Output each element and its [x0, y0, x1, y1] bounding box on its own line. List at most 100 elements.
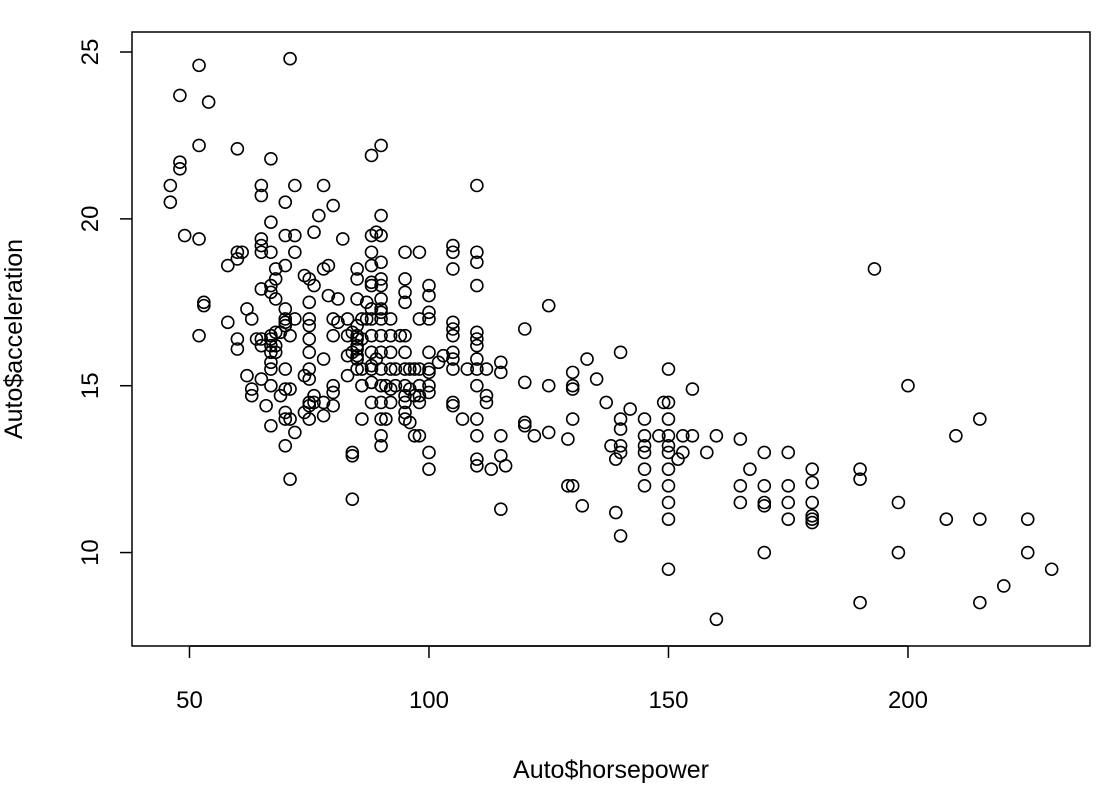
- data-point: [637, 445, 652, 460]
- data-point: [517, 415, 532, 430]
- y-axis: 10 15 20 25: [77, 39, 132, 566]
- data-point: [604, 438, 618, 453]
- data-point: [422, 365, 436, 380]
- data-point: [398, 272, 412, 286]
- data-point: [374, 208, 388, 223]
- data-point: [283, 51, 297, 66]
- data-point: [589, 372, 604, 386]
- data-point: [278, 195, 293, 209]
- data-point: [422, 378, 436, 393]
- x-tick-label: 150: [648, 687, 688, 714]
- data-point: [517, 375, 532, 390]
- data-point: [278, 258, 293, 273]
- data-point: [350, 348, 364, 363]
- data-point: [757, 445, 772, 460]
- data-point: [283, 382, 297, 396]
- data-point: [173, 88, 187, 103]
- data-point: [541, 425, 556, 440]
- data-point: [316, 352, 331, 366]
- data-point: [446, 395, 460, 410]
- data-point: [805, 512, 819, 526]
- data-point: [345, 492, 360, 506]
- data-point: [288, 312, 302, 326]
- data-point: [853, 462, 867, 476]
- data-point: [455, 412, 470, 426]
- data-point: [244, 382, 259, 396]
- data-point: [254, 245, 269, 260]
- data-point: [364, 328, 379, 343]
- data-point: [192, 58, 206, 73]
- data-point: [973, 512, 987, 526]
- y-tick-label: 10: [77, 539, 104, 566]
- data-point: [661, 445, 676, 460]
- data-point: [221, 315, 235, 330]
- data-point: [230, 141, 245, 156]
- data-point: [201, 95, 216, 109]
- data-point: [268, 272, 283, 286]
- data-point: [364, 275, 379, 290]
- data-point: [240, 368, 254, 383]
- data-point: [173, 155, 187, 169]
- data-point: [613, 422, 628, 436]
- data-point: [781, 512, 796, 526]
- data-point: [364, 302, 379, 316]
- data-point: [805, 515, 819, 530]
- data-point: [230, 245, 245, 260]
- data-point: [613, 412, 628, 426]
- data-point: [192, 232, 206, 246]
- data-point: [364, 375, 379, 390]
- data-point: [350, 362, 364, 376]
- data-point: [446, 398, 460, 413]
- data-point: [264, 152, 278, 166]
- data-point: [288, 228, 302, 243]
- data-point: [757, 479, 772, 493]
- data-point: [340, 312, 355, 326]
- data-point: [307, 225, 321, 240]
- data-point: [661, 462, 676, 476]
- data-point: [302, 332, 317, 346]
- data-point: [345, 448, 360, 463]
- data-point: [613, 529, 628, 543]
- data-point: [374, 378, 388, 393]
- data-point: [623, 402, 637, 416]
- data-point: [254, 282, 269, 296]
- data-point: [398, 362, 412, 376]
- data-point: [733, 479, 748, 493]
- data-point: [422, 305, 436, 320]
- data-point: [446, 262, 460, 276]
- data-point: [412, 245, 427, 260]
- data-point: [268, 262, 283, 276]
- data-point: [307, 278, 321, 293]
- data-point: [575, 499, 590, 513]
- data-point: [436, 348, 451, 363]
- data-point: [283, 412, 297, 426]
- data-point: [656, 395, 671, 410]
- data-point: [757, 499, 772, 513]
- data-point: [364, 395, 379, 410]
- data-point: [374, 138, 388, 153]
- data-point: [733, 432, 748, 446]
- data-point: [527, 428, 542, 443]
- data-point: [422, 462, 436, 476]
- data-point: [163, 195, 178, 209]
- data-point: [470, 278, 484, 293]
- data-point: [283, 328, 297, 343]
- y-tick-label: 15: [77, 372, 104, 399]
- data-point: [422, 288, 436, 303]
- data-point: [446, 362, 460, 376]
- data-point: [350, 332, 364, 346]
- data-points: [163, 51, 1059, 627]
- data-point: [422, 278, 436, 293]
- data-point: [470, 325, 484, 340]
- data-point: [398, 285, 412, 300]
- data-point: [264, 362, 278, 376]
- data-point: [901, 378, 915, 393]
- data-point: [1020, 512, 1035, 526]
- data-point: [383, 395, 398, 410]
- data-point: [278, 302, 293, 316]
- data-point: [412, 388, 427, 403]
- data-point: [470, 352, 484, 366]
- data-point: [446, 322, 460, 336]
- data-point: [321, 288, 336, 303]
